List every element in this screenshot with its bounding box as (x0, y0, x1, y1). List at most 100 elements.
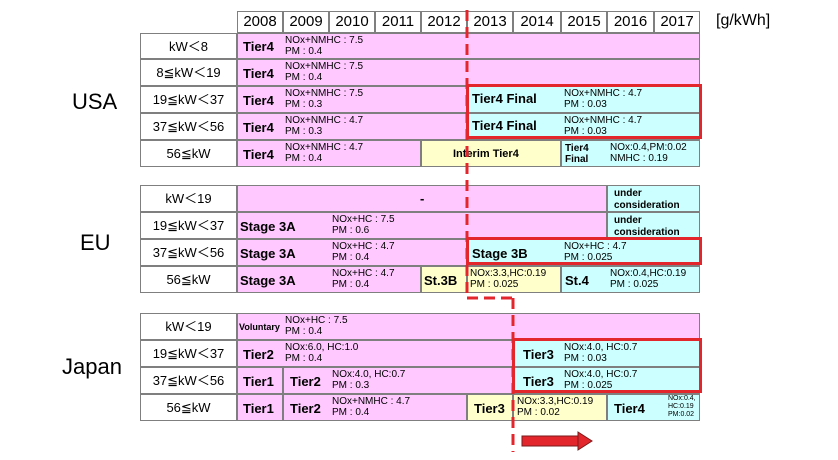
japan-r4-tier2-stage: Tier2 (290, 401, 321, 416)
japan-r3-tier2-spec: NOx:4.0, HC:0.7 PM : 0.3 (332, 369, 406, 391)
eu-row-4-3b-spec-bar: NOx:3.3,HC:0.19 PM : 0.025 (467, 266, 561, 293)
eu-r1-future: under consideration (614, 188, 680, 211)
usa-row-3-bar: Tier4 NOx+NMHC : 7.5 PM : 0.3 (237, 86, 467, 113)
japan-r2-tier3-spec: NOx:4.0, HC:0.7 PM : 0.03 (564, 342, 638, 364)
japan-row-2-bar: Tier2 NOx:6.0, HC:1.0 PM : 0.4 (237, 340, 513, 367)
eu-row-3-bar: Stage 3A NOx+HC : 4.7 PM : 0.4 (237, 239, 467, 266)
year-2015: 2015 (561, 11, 607, 33)
usa-r3-final-spec: NOx+NMHC : 4.7 PM : 0.03 (564, 88, 643, 110)
usa-category-3: 19≦kW＜37 (140, 86, 237, 113)
usa-category-2: 8≦kW＜19 (140, 59, 237, 86)
usa-r4-final-spec: NOx+NMHC : 4.7 PM : 0.03 (564, 115, 643, 137)
usa-r5-spec: NOx+NMHC : 4.7 PM : 0.4 (285, 142, 364, 164)
eu-r4-st4-stage: St.4 (565, 273, 589, 288)
usa-row-4-bar: Tier4 NOx+NMHC : 4.7 PM : 0.3 (237, 113, 467, 140)
eu-row-4-st4-bar: St.4 NOx:0.4,HC:0.19 PM : 0.025 (561, 266, 700, 293)
year-2017: 2017 (654, 11, 700, 33)
eu-r4-stage: Stage 3A (240, 273, 296, 288)
japan-r2-spec: NOx:6.0, HC:1.0 PM : 0.4 (285, 342, 359, 364)
usa-r2-stage: Tier4 (243, 66, 274, 81)
year-2013: 2013 (467, 11, 513, 33)
japan-r1-stage: Voluntary (239, 322, 280, 332)
year-2012: 2012 (421, 11, 467, 33)
eu-r3-spec: NOx+HC : 4.7 PM : 0.4 (332, 241, 395, 263)
japan-row-4-tier2-bar: Tier2 NOx+NMHC : 4.7 PM : 0.4 (283, 394, 467, 421)
japan-row-4-tier3-label-bar: Tier3 (467, 394, 513, 421)
usa-r5-final-stage: Tier4 Final (565, 143, 589, 165)
usa-r4-spec: NOx+NMHC : 4.7 PM : 0.3 (285, 115, 364, 137)
usa-category-4: 37≦kW＜56 (140, 113, 237, 140)
japan-row-3-tier3-bar: Tier3 NOx:4.0, HC:0.7 PM : 0.025 (513, 367, 700, 394)
usa-r2-spec: NOx+NMHC : 7.5 PM : 0.4 (285, 61, 364, 83)
japan-r4-tier4-spec: NOx:0.4, HC:0.19 PM:0.02 (668, 395, 696, 418)
japan-row-4-tier4-bar: Tier4 NOx:0.4, HC:0.19 PM:0.02 (607, 394, 700, 421)
eu-row-4-bar: Stage 3A NOx+HC : 4.7 PM : 0.4 (237, 266, 421, 293)
year-2016: 2016 (607, 11, 654, 33)
japan-category-4: 56≦kW (140, 394, 237, 421)
usa-row-5-bar: Tier4 NOx+NMHC : 4.7 PM : 0.4 (237, 140, 421, 167)
japan-category-2: 19≦kW＜37 (140, 340, 237, 367)
japan-r4-tier3-stage: Tier3 (474, 401, 505, 416)
eu-category-1: kW＜19 (140, 185, 237, 212)
japan-r3-tier3-spec: NOx:4.0, HC:0.7 PM : 0.025 (564, 369, 638, 391)
region-eu: EU (80, 230, 111, 255)
dashed-timeline (465, 10, 515, 452)
usa-r3-stage: Tier4 (243, 93, 274, 108)
japan-r2-stage: Tier2 (243, 347, 274, 362)
eu-r2-future: under consideration (614, 215, 680, 238)
japan-r1-spec: NOx+HC : 7.5 PM : 0.4 (285, 315, 348, 337)
japan-r4-tier2-spec: NOx+NMHC : 4.7 PM : 0.4 (332, 396, 411, 418)
year-2011: 2011 (375, 11, 421, 33)
japan-category-1: kW＜19 (140, 313, 237, 340)
japan-r4-tier3-spec: NOx:3.3,HC:0.19 PM : 0.02 (517, 396, 594, 418)
usa-row-5-final-bar: Tier4 Final NOx:0.4,PM:0.02 NMHC : 0.19 (561, 140, 700, 167)
eu-r2-spec: NOx+HC : 7.5 PM : 0.6 (332, 214, 395, 236)
usa-r1-spec: NOx+NMHC : 7.5 PM : 0.4 (285, 35, 364, 57)
usa-r3-spec: NOx+NMHC : 7.5 PM : 0.3 (285, 88, 364, 110)
japan-r4-tier1-stage: Tier1 (243, 401, 274, 416)
japan-r3-tier2-stage: Tier2 (290, 374, 321, 389)
japan-row-1-bar: Voluntary NOx+HC : 7.5 PM : 0.4 (237, 313, 700, 340)
japan-row-3-tier1-bar: Tier1 (237, 367, 283, 394)
japan-r3-tier1-stage: Tier1 (243, 374, 274, 389)
right-arrow-icon (521, 431, 593, 451)
year-2009: 2009 (283, 11, 329, 33)
eu-category-4: 56≦kW (140, 266, 237, 293)
usa-r5-stage: Tier4 (243, 147, 274, 162)
usa-r5-final-spec: NOx:0.4,PM:0.02 NMHC : 0.19 (610, 142, 687, 164)
usa-row-3-final-bar: Tier4 Final NOx+NMHC : 4.7 PM : 0.03 (467, 86, 700, 113)
eu-r4-3b-stage: St.3B (424, 273, 458, 288)
japan-r4-tier4-stage: Tier4 (614, 401, 645, 416)
eu-r4-st4-spec: NOx:0.4,HC:0.19 PM : 0.025 (610, 268, 687, 290)
japan-row-4-tier1-bar: Tier1 (237, 394, 283, 421)
usa-r1-stage: Tier4 (243, 39, 274, 54)
eu-r4-spec: NOx+HC : 4.7 PM : 0.4 (332, 268, 395, 290)
eu-r3-3b-stage: Stage 3B (472, 246, 528, 261)
eu-r4-3b-spec: NOx:3.3,HC:0.19 PM : 0.025 (470, 268, 547, 290)
usa-row-5-interim-bar: Interim Tier4 (421, 140, 561, 167)
japan-r2-tier3-stage: Tier3 (523, 347, 554, 362)
eu-r3-stage: Stage 3A (240, 246, 296, 261)
usa-r4-stage: Tier4 (243, 120, 274, 135)
usa-r5-interim-stage: Interim Tier4 (453, 148, 519, 160)
japan-tier3-highlight (512, 338, 702, 393)
unit-label: [g/kWh] (716, 12, 771, 29)
region-usa: USA (72, 89, 118, 114)
usa-tier4-final-highlight (466, 84, 702, 139)
year-2010: 2010 (329, 11, 375, 33)
eu-r2-stage: Stage 3A (240, 219, 296, 234)
japan-r3-tier3-stage: Tier3 (523, 374, 554, 389)
usa-category-1: kW＜8 (140, 33, 237, 59)
usa-category-5: 56≦kW (140, 140, 237, 167)
eu-category-2: 19≦kW＜37 (140, 212, 237, 239)
year-2008: 2008 (237, 11, 283, 33)
eu-row-1-bar: - (237, 185, 607, 212)
japan-row-3-tier2-bar: Tier2 NOx:4.0, HC:0.7 PM : 0.3 (283, 367, 513, 394)
usa-r4-final-stage: Tier4 Final (472, 118, 537, 133)
eu-r1-stage: - (420, 191, 425, 206)
japan-row-4-tier3-spec-bar: NOx:3.3,HC:0.19 PM : 0.02 (513, 394, 607, 421)
japan-row-2-tier3-bar: Tier3 NOx:4.0, HC:0.7 PM : 0.03 (513, 340, 700, 367)
region-japan: Japan (62, 354, 122, 379)
eu-r3-3b-spec: NOx+HC : 4.7 PM : 0.025 (564, 241, 627, 263)
